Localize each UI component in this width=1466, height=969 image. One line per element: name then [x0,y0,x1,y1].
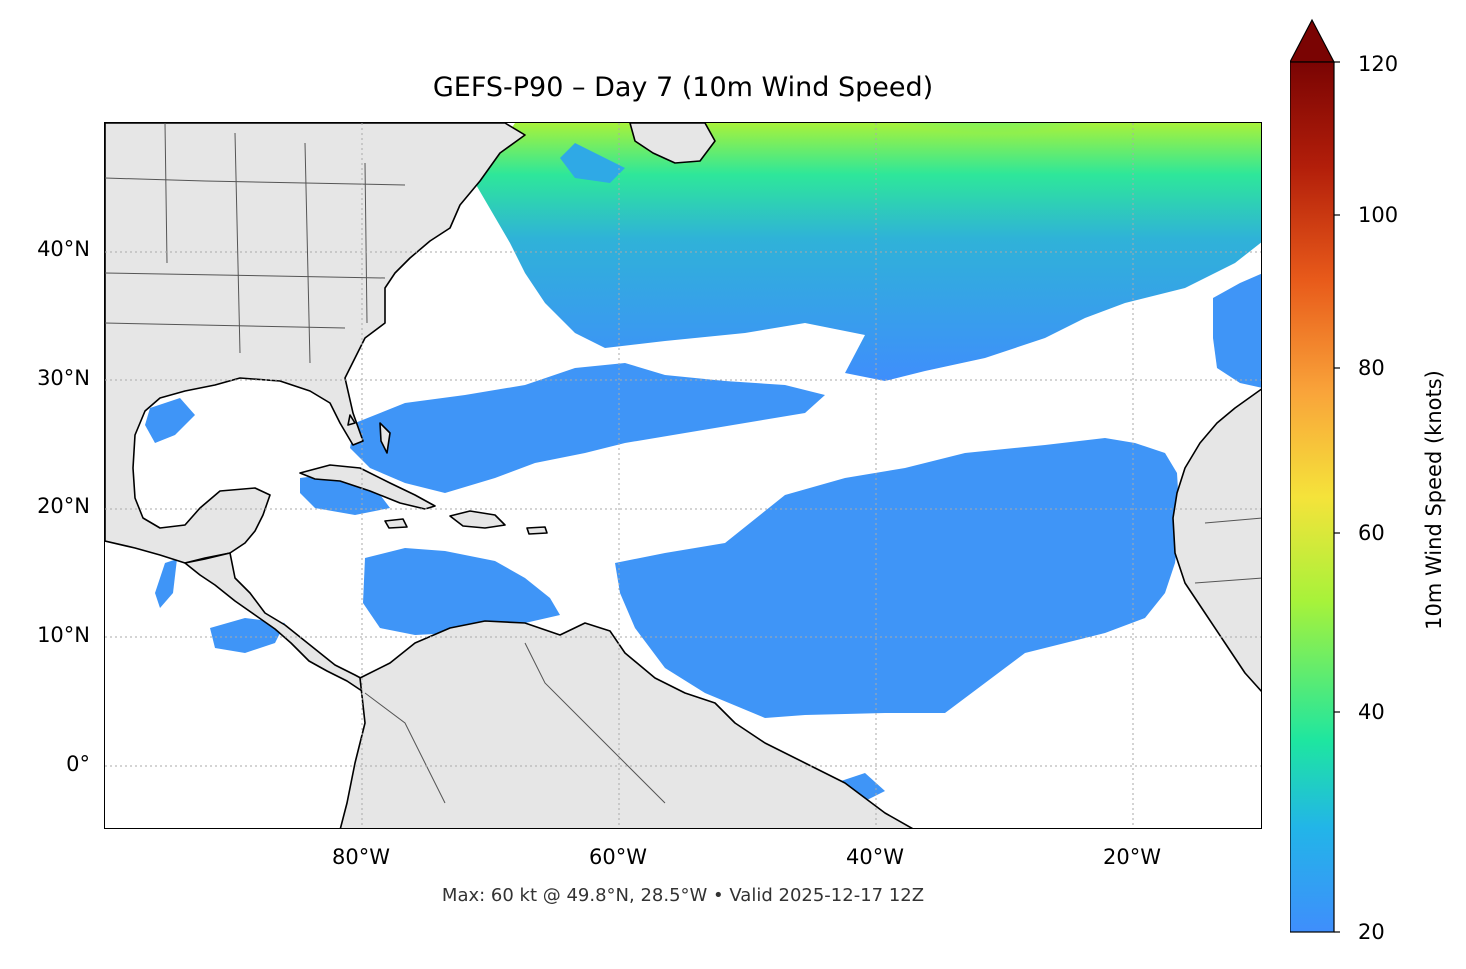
land-central-america [184,552,371,694]
map-panel[interactable] [104,122,1262,829]
land-cuba [299,464,436,510]
wind-region-pacific-patch-1 [155,559,177,608]
lon-tick-20w: 20°W [1103,845,1161,869]
land-layer [105,123,1261,828]
wind-region-windward-passage [300,473,390,515]
wind-region-subtropical-band [350,363,825,493]
gridlines [105,123,1261,828]
lat-tick-40n: 40°N [37,237,90,261]
colorbar-tick-60: 60 [1358,521,1385,545]
wind-region-north-atlantic [475,123,1261,381]
wind-field-layer [145,123,1261,801]
colorbar-tick-40: 40 [1358,700,1385,724]
colorbar-tick-100: 100 [1358,203,1399,227]
chart-title: GEFS-P90 – Day 7 (10m Wind Speed) [432,72,934,103]
colorbar-tick-120: 120 [1358,52,1399,76]
map-footer: Max: 60 kt @ 49.8°N, 28.5°W • Valid 2025… [441,885,925,906]
land-newfoundland [629,123,716,164]
land-hispaniola [449,510,506,529]
wind-region-gulf-east [145,398,195,443]
colorbar-tick-20: 20 [1358,920,1385,944]
lon-tick-60w: 60°W [589,845,647,869]
land-africa [1172,388,1261,692]
wind-region-caribbean [363,548,560,635]
colorbar [1290,18,1340,933]
lon-tick-80w: 80°W [332,845,390,869]
land-florida-keys [347,414,356,426]
land-jamaica [384,518,408,529]
land-puerto-rico [526,526,548,535]
land-south-america [339,620,914,828]
lon-tick-40w: 40°W [846,845,904,869]
lat-tick-20n: 20°N [37,494,90,518]
lat-tick-0: 0° [66,752,90,776]
land-bahamas [379,422,391,454]
wind-region-canary [1213,273,1261,388]
wind-region-pacific-patch-2 [210,618,285,653]
colorbar-extend-arrow [1290,18,1335,63]
wind-max-core [815,123,1175,183]
border-layer [105,123,1261,804]
colorbar-ramp [1290,61,1335,933]
colorbar-tick-80: 80 [1358,356,1385,380]
wind-region-tropical-atlantic [615,438,1180,718]
map-canvas [105,123,1261,828]
lat-tick-10n: 10°N [37,623,90,647]
wind-region-nova-scotia [560,143,625,183]
lat-tick-30n: 30°N [37,366,90,390]
